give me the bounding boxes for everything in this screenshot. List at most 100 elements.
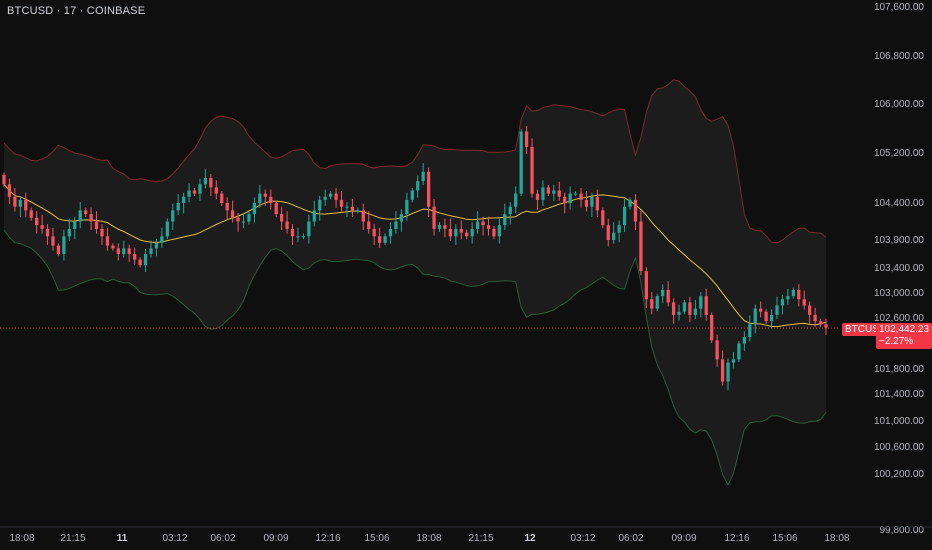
time-tick-label: 03:12 xyxy=(162,533,187,544)
candle xyxy=(209,173,213,197)
candle-body xyxy=(470,228,474,237)
candle xyxy=(421,163,425,186)
candle xyxy=(247,211,251,225)
candle xyxy=(633,194,638,231)
candle-body xyxy=(808,305,812,315)
bollinger-bands xyxy=(3,79,827,487)
candle-body xyxy=(209,178,213,188)
candle xyxy=(769,309,774,329)
candle xyxy=(78,202,82,229)
candle xyxy=(454,224,458,246)
candle-body xyxy=(127,248,131,254)
candle-body xyxy=(105,236,110,246)
candle-body xyxy=(154,242,159,249)
candle-body xyxy=(786,296,790,300)
candle-body xyxy=(290,228,295,237)
candle-body xyxy=(301,236,306,238)
candle xyxy=(557,181,561,201)
candle xyxy=(710,312,714,343)
candle-body xyxy=(617,225,621,233)
candle-body xyxy=(612,232,616,240)
candle-body xyxy=(437,225,442,229)
candle-body xyxy=(394,221,398,229)
candle xyxy=(726,358,730,391)
candle-body xyxy=(192,190,197,194)
candle xyxy=(699,292,703,318)
time-tick-label: 12:16 xyxy=(724,533,749,544)
candle-body xyxy=(688,302,692,315)
time-tick-label: 15:06 xyxy=(772,533,797,544)
candle-body xyxy=(524,131,529,147)
candle-body xyxy=(89,214,93,222)
candle-body xyxy=(138,259,142,266)
candle xyxy=(524,126,529,154)
candle-body xyxy=(214,187,218,194)
candle xyxy=(258,184,262,208)
candle-body xyxy=(133,254,137,260)
candle xyxy=(780,295,785,315)
last-price-value: 102,442.23 xyxy=(879,324,930,335)
candle-body xyxy=(78,210,82,222)
candle xyxy=(307,214,311,244)
candle xyxy=(503,203,507,231)
candle xyxy=(160,227,164,248)
candle-body xyxy=(595,196,599,211)
candle xyxy=(655,293,659,312)
candle xyxy=(176,194,180,216)
candle-body xyxy=(182,196,186,203)
candle xyxy=(644,267,648,308)
candle xyxy=(328,191,333,200)
candle xyxy=(448,218,453,241)
candle xyxy=(84,207,88,218)
candle-body xyxy=(775,305,779,315)
candle-body xyxy=(699,296,703,309)
candle xyxy=(13,188,17,212)
upper-band-line xyxy=(3,79,827,244)
candle-body xyxy=(764,311,768,322)
candle xyxy=(677,304,681,321)
candle xyxy=(29,207,33,221)
candle xyxy=(62,229,66,261)
candle-body xyxy=(655,296,659,309)
last-price-change: −2.27% xyxy=(879,336,914,347)
candle-body xyxy=(759,308,763,312)
candle xyxy=(67,218,71,241)
candle-body xyxy=(231,210,235,218)
candle-body xyxy=(241,221,246,223)
time-axis[interactable]: 18:08 21:15 11 03:12 06:02 09:09 12:16 15:06 18:… xyxy=(0,526,932,544)
candle-body xyxy=(416,181,420,191)
candle-body xyxy=(35,217,39,226)
candle xyxy=(122,240,126,258)
candle xyxy=(301,233,306,240)
candle-body xyxy=(377,236,382,243)
price-tick-label: 104,400.00 xyxy=(874,198,924,209)
candle xyxy=(133,247,137,265)
candle xyxy=(274,200,278,218)
candle-body xyxy=(361,210,365,222)
candle xyxy=(802,290,806,310)
candle xyxy=(606,218,610,247)
time-tick-label: 06:02 xyxy=(618,533,643,544)
candle-body xyxy=(187,190,191,197)
candle xyxy=(296,227,300,243)
candle-body xyxy=(367,221,371,229)
candle xyxy=(666,281,670,307)
candle xyxy=(127,244,131,262)
candle-body xyxy=(399,214,404,222)
candle-body xyxy=(704,296,708,315)
candle-body xyxy=(62,236,66,254)
candle xyxy=(394,211,398,234)
price-axis[interactable]: 107,600.00 106,800.00 106,000.00 105,200.00… xyxy=(874,2,924,536)
candle xyxy=(748,315,752,342)
candle-body xyxy=(236,217,240,222)
candle xyxy=(285,211,289,234)
candle-body xyxy=(13,196,17,207)
candle-body xyxy=(56,245,61,254)
candle xyxy=(682,299,687,315)
candle-body xyxy=(345,206,349,208)
candle xyxy=(203,169,208,189)
candle xyxy=(601,207,605,229)
candle-body xyxy=(644,271,648,300)
